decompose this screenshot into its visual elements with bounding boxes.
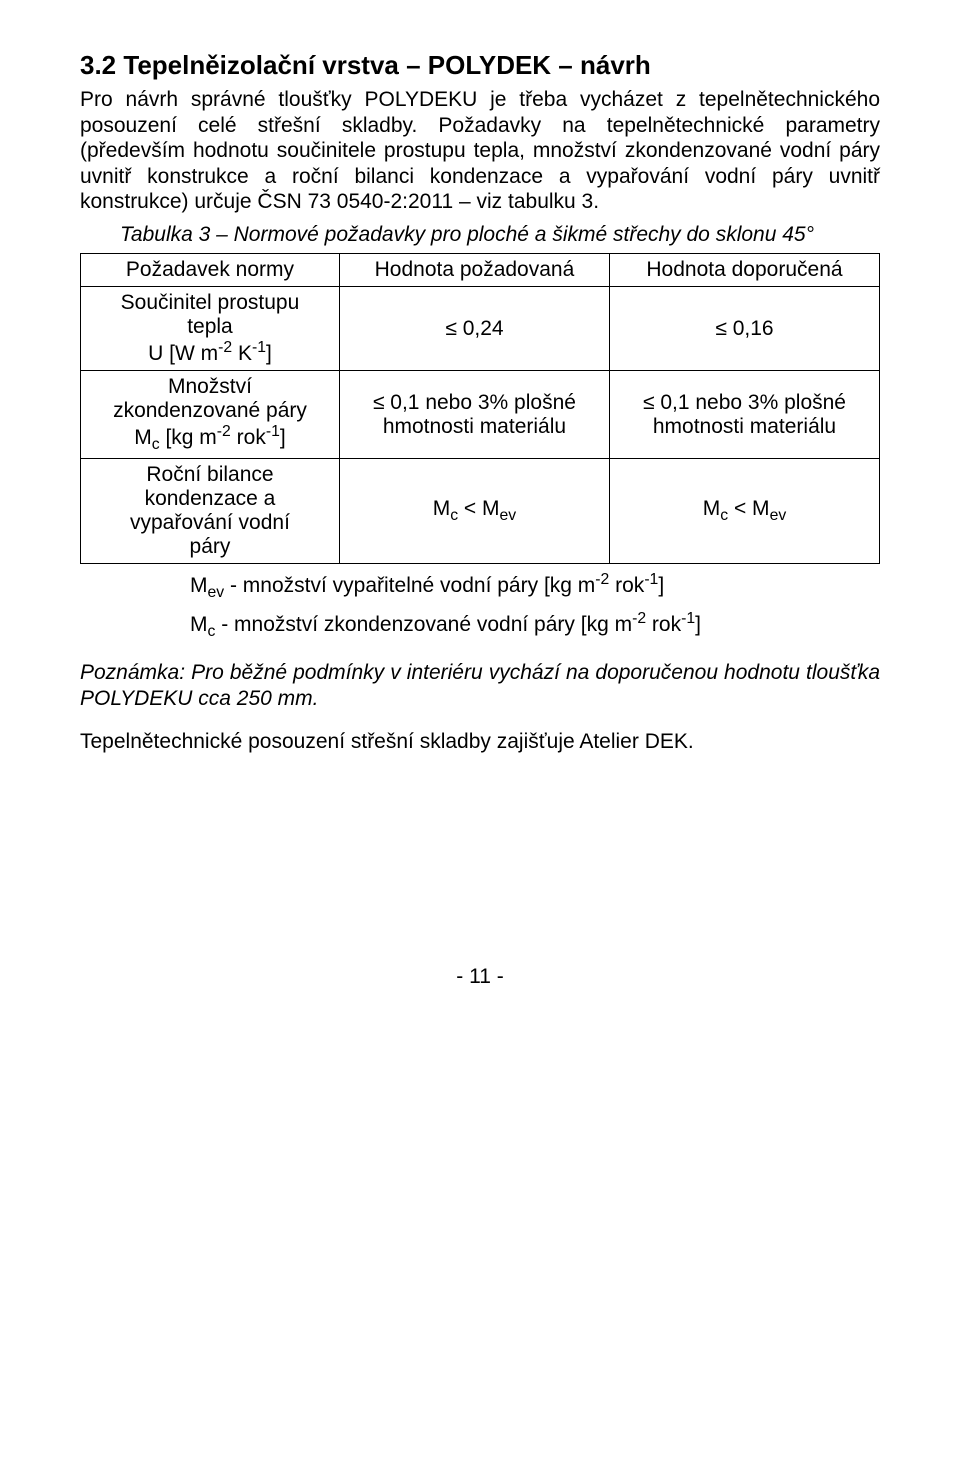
table-header-cell: Hodnota doporučená: [609, 254, 879, 287]
table-footnote: Mc - množství zkondenzované vodní páry […: [80, 609, 880, 642]
table-footnote: Mev - množství vypařitelné vodní páry [k…: [80, 570, 880, 603]
table-cell-rowlabel: Roční bilancekondenzace avypařování vodn…: [81, 459, 340, 564]
table-header-cell: Hodnota požadovaná: [339, 254, 609, 287]
paragraph-intro: Pro návrh správné tloušťky POLYDEKU je t…: [80, 87, 880, 215]
table-caption: Tabulka 3 – Normové požadavky pro ploché…: [80, 223, 880, 247]
table-cell: Mc < Mev: [339, 459, 609, 564]
table-cell-rowlabel: Množstvízkondenzované páryMc [kg m-2 rok…: [81, 371, 340, 459]
table-header-cell: Požadavek normy: [81, 254, 340, 287]
table-header-row: Požadavek normy Hodnota požadovaná Hodno…: [81, 254, 880, 287]
table-row: Roční bilancekondenzace avypařování vodn…: [81, 459, 880, 564]
table-cell-rowlabel: Součinitel prostuputeplaU [W m-2 K-1]: [81, 287, 340, 371]
table-cell: ≤ 0,16: [609, 287, 879, 371]
document-page: 3.2 Tepelněizolační vrstva – POLYDEK – n…: [0, 0, 960, 1029]
paragraph-atelier: Tepelnětechnické posouzení střešní sklad…: [80, 729, 880, 755]
paragraph-note: Poznámka: Pro běžné podmínky v interiéru…: [80, 660, 880, 711]
page-number: - 11 -: [80, 965, 880, 989]
table-row: Množstvízkondenzované páryMc [kg m-2 rok…: [81, 371, 880, 459]
table-cell: Mc < Mev: [609, 459, 879, 564]
requirements-table: Požadavek normy Hodnota požadovaná Hodno…: [80, 253, 880, 564]
table-row: Součinitel prostuputeplaU [W m-2 K-1] ≤ …: [81, 287, 880, 371]
table-cell: ≤ 0,24: [339, 287, 609, 371]
section-heading: 3.2 Tepelněizolační vrstva – POLYDEK – n…: [80, 50, 880, 81]
table-cell: ≤ 0,1 nebo 3% plošnéhmotnosti materiálu: [339, 371, 609, 459]
table-cell: ≤ 0,1 nebo 3% plošnéhmotnosti materiálu: [609, 371, 879, 459]
